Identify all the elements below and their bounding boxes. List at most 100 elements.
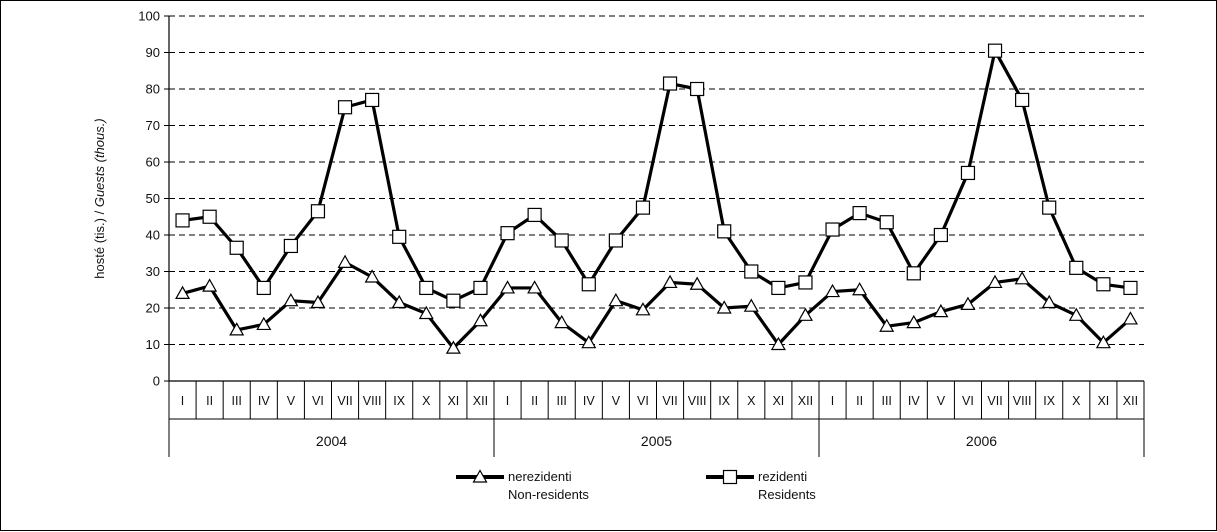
x-tick-label: VI <box>962 394 974 408</box>
y-tick-label: 30 <box>146 264 160 279</box>
x-tick-label: X <box>747 394 756 408</box>
data-point-nerezidenti <box>1122 311 1138 325</box>
x-tick-label: VIII <box>688 394 707 408</box>
year-label: 2005 <box>641 433 672 449</box>
data-point-nerezidenti <box>391 294 407 309</box>
data-point-nerezidenti <box>581 334 597 349</box>
x-tick-label: IV <box>258 394 270 408</box>
data-point-nerezidenti <box>175 285 191 299</box>
series-line-nerezidenti <box>182 260 1132 350</box>
x-tick-label: I <box>506 394 509 408</box>
data-point-nerezidenti <box>1068 307 1084 321</box>
legend-marker-rezidenti <box>722 469 738 485</box>
x-tick-label: X <box>1072 394 1081 408</box>
x-tick-label: XII <box>798 394 813 408</box>
x-tick-label: I <box>831 394 834 408</box>
data-point-rezidenti <box>852 206 867 221</box>
x-tick-label: IX <box>1043 394 1055 408</box>
data-point-rezidenti <box>500 226 515 241</box>
data-point-rezidenti <box>798 275 813 290</box>
x-tick-label: V <box>287 394 296 408</box>
x-tick-label: V <box>937 394 946 408</box>
data-point-rezidenti <box>933 227 948 243</box>
y-axis-label-en: Guests (thous.) <box>92 118 107 207</box>
data-point-nerezidenti <box>283 292 299 307</box>
data-point-nerezidenti <box>1095 334 1111 349</box>
data-point-rezidenti <box>906 266 921 281</box>
y-tick-label: 20 <box>146 301 160 316</box>
y-axis-label-cz: hosté (tis.) / <box>92 207 107 279</box>
data-point-nerezidenti <box>229 322 245 336</box>
data-point-nerezidenti <box>445 340 461 354</box>
data-point-rezidenti <box>229 240 244 255</box>
legend-label-en-nerezidenti: Non-residents <box>508 487 589 502</box>
data-point-rezidenti <box>337 100 353 115</box>
data-point-rezidenti <box>1015 92 1030 108</box>
legend-marker-nerezidenti <box>472 469 488 483</box>
x-tick-label: III <box>881 394 891 408</box>
x-tick-label: VII <box>337 394 352 408</box>
x-tick-label: IV <box>583 394 595 408</box>
x-tick-label: XII <box>473 394 488 408</box>
x-tick-label: III <box>556 394 566 408</box>
year-label: 2006 <box>966 433 997 449</box>
x-tick-label: V <box>612 394 621 408</box>
data-point-rezidenti <box>175 213 190 228</box>
x-tick-label: II <box>531 394 538 408</box>
data-point-nerezidenti <box>1041 294 1057 309</box>
data-point-rezidenti <box>202 209 217 224</box>
data-point-rezidenti <box>825 222 840 237</box>
data-point-rezidenti <box>1069 260 1084 275</box>
y-tick-label: 60 <box>146 155 160 170</box>
data-point-rezidenti <box>554 233 569 248</box>
data-point-rezidenti <box>690 81 705 97</box>
data-point-rezidenti <box>365 92 380 108</box>
data-point-nerezidenti <box>608 292 624 307</box>
y-tick-label: 90 <box>146 45 160 60</box>
y-tick-label: 50 <box>146 191 160 206</box>
x-tick-label: VI <box>312 394 324 408</box>
x-tick-label: IX <box>393 394 405 408</box>
data-point-nerezidenti <box>554 314 570 329</box>
data-point-nerezidenti <box>797 307 813 321</box>
data-point-nerezidenti <box>689 276 705 290</box>
data-point-rezidenti <box>419 280 434 296</box>
data-point-rezidenti <box>446 293 461 308</box>
data-point-rezidenti <box>635 200 651 215</box>
x-tick-label: III <box>231 394 241 408</box>
data-point-rezidenti <box>527 207 542 223</box>
data-point-nerezidenti <box>960 296 976 310</box>
data-point-rezidenti <box>608 233 623 248</box>
data-point-rezidenti <box>283 238 298 254</box>
data-point-nerezidenti <box>527 280 543 294</box>
data-point-rezidenti <box>879 215 894 230</box>
data-point-rezidenti <box>392 229 407 244</box>
data-point-nerezidenti <box>852 282 868 296</box>
data-point-nerezidenti <box>743 298 759 312</box>
data-point-rezidenti <box>581 277 596 292</box>
legend-label-rezidenti: rezidenti <box>758 469 807 484</box>
data-point-nerezidenti <box>906 314 922 329</box>
data-point-rezidenti <box>771 280 786 296</box>
y-tick-label: 100 <box>138 9 160 24</box>
data-point-nerezidenti <box>202 278 218 292</box>
x-tick-label: VII <box>662 394 677 408</box>
data-point-nerezidenti <box>879 318 895 332</box>
data-point-rezidenti <box>987 43 1003 58</box>
x-tick-label: II <box>856 394 863 408</box>
data-point-nerezidenti <box>364 269 380 283</box>
data-point-rezidenti <box>1096 277 1111 292</box>
x-tick-label: XI <box>447 394 459 408</box>
x-tick-label: I <box>181 394 184 408</box>
x-tick-label: IV <box>908 394 920 408</box>
data-point-rezidenti <box>256 280 271 296</box>
year-label: 2004 <box>316 433 347 449</box>
x-tick-label: XI <box>772 394 784 408</box>
x-tick-label: II <box>206 394 213 408</box>
data-point-rezidenti <box>717 224 732 239</box>
data-point-rezidenti <box>662 76 678 91</box>
data-point-rezidenti <box>1042 200 1057 215</box>
data-point-rezidenti <box>744 264 759 279</box>
